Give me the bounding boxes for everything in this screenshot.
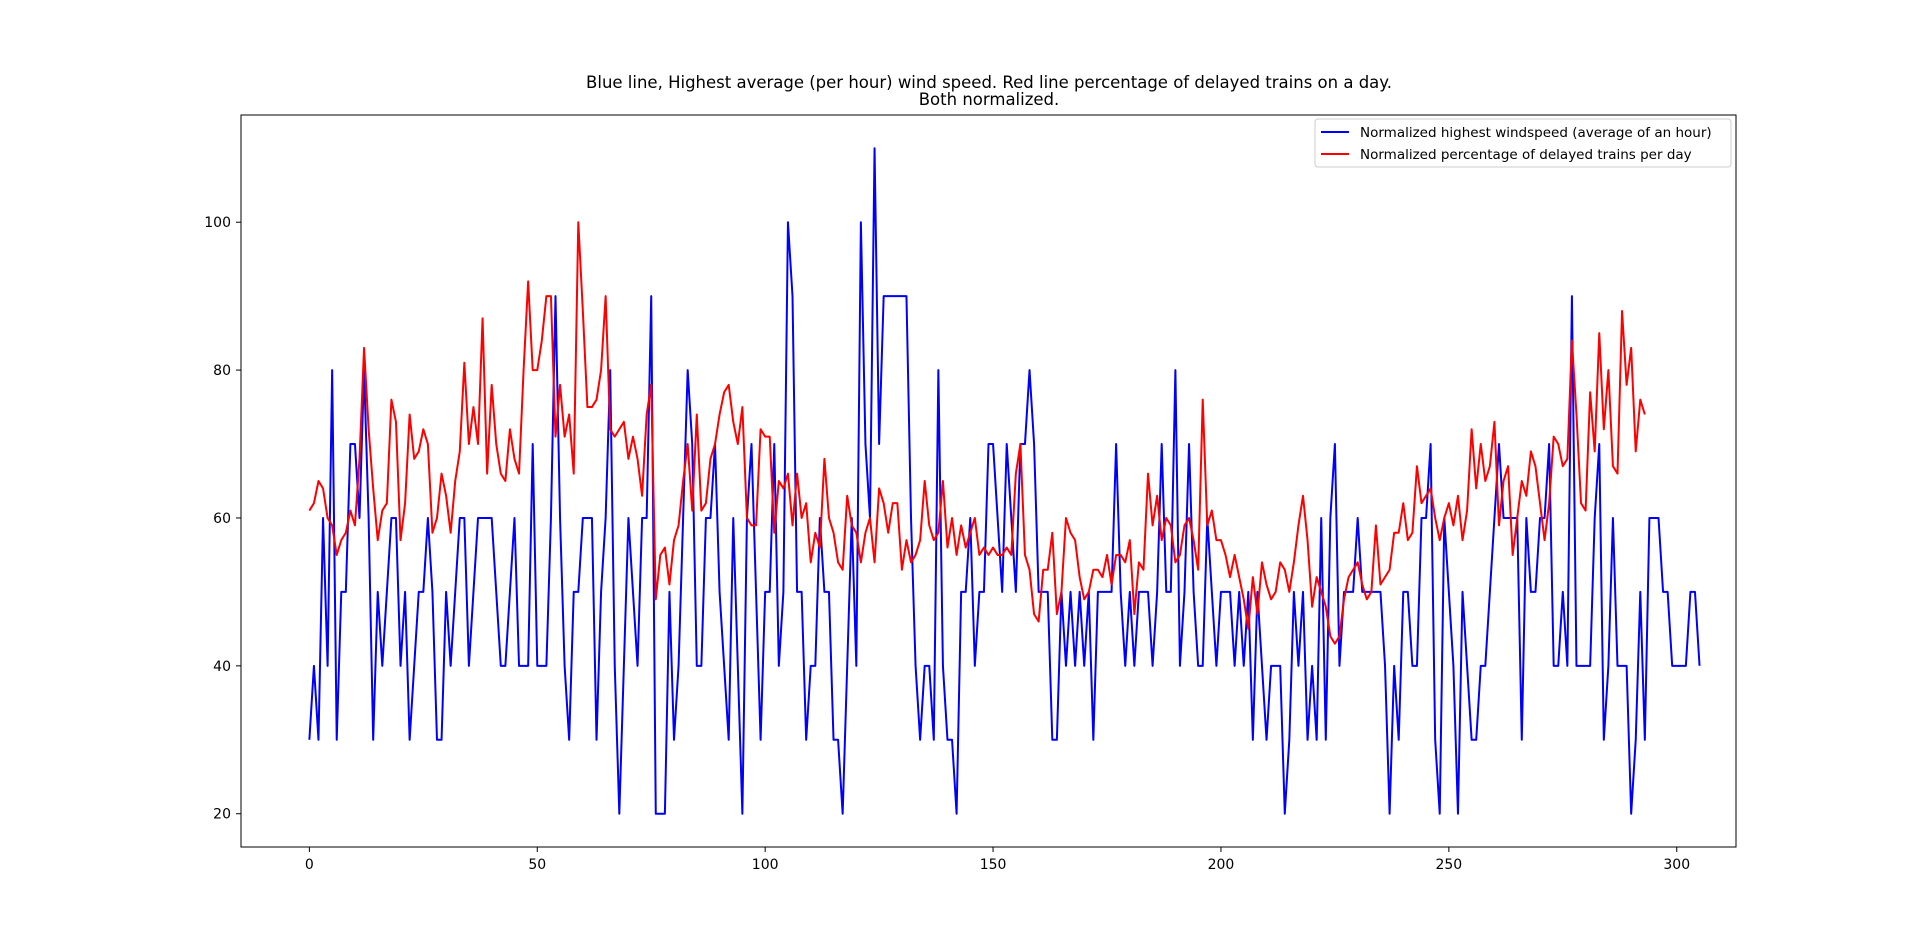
y-axis: 20 40 60 80 100	[204, 215, 241, 823]
x-tick-label: 100	[752, 857, 779, 873]
series-line-delayed-trains	[308, 221, 1646, 645]
x-axis: 0 50 100 150 200 250 300	[305, 847, 1690, 873]
y-tick-label: 80	[213, 363, 231, 379]
x-tick-label: 200	[1208, 857, 1235, 873]
y-tick-label: 60	[213, 511, 231, 527]
legend-label-windspeed: Normalized highest windspeed (average of…	[1360, 125, 1712, 141]
y-tick-label: 100	[204, 215, 231, 231]
y-tick-label: 20	[213, 807, 231, 823]
x-tick-label: 250	[1435, 857, 1462, 873]
series-line-windspeed	[308, 147, 1701, 815]
x-tick-label: 300	[1663, 857, 1690, 873]
legend-box	[1314, 118, 1732, 168]
chart-title-line-1: Blue line, Highest average (per hour) wi…	[586, 73, 1392, 92]
x-tick-label: 150	[980, 857, 1007, 873]
x-tick-label: 0	[305, 857, 314, 873]
legend-label-delayed-trains: Normalized percentage of delayed trains …	[1360, 147, 1692, 163]
y-tick-label: 40	[213, 659, 231, 675]
plot-frame	[240, 114, 1737, 848]
chart-title-line-2: Both normalized.	[919, 90, 1060, 109]
series-layer	[308, 147, 1701, 815]
x-tick-label: 50	[528, 857, 546, 873]
chart-title: Blue line, Highest average (per hour) wi…	[586, 73, 1392, 109]
chart-legend: Normalized highest windspeed (average of…	[1314, 118, 1732, 168]
